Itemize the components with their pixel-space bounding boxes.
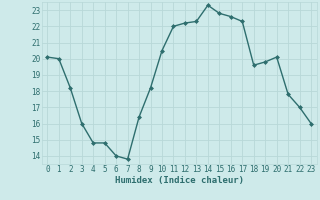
X-axis label: Humidex (Indice chaleur): Humidex (Indice chaleur) xyxy=(115,176,244,185)
